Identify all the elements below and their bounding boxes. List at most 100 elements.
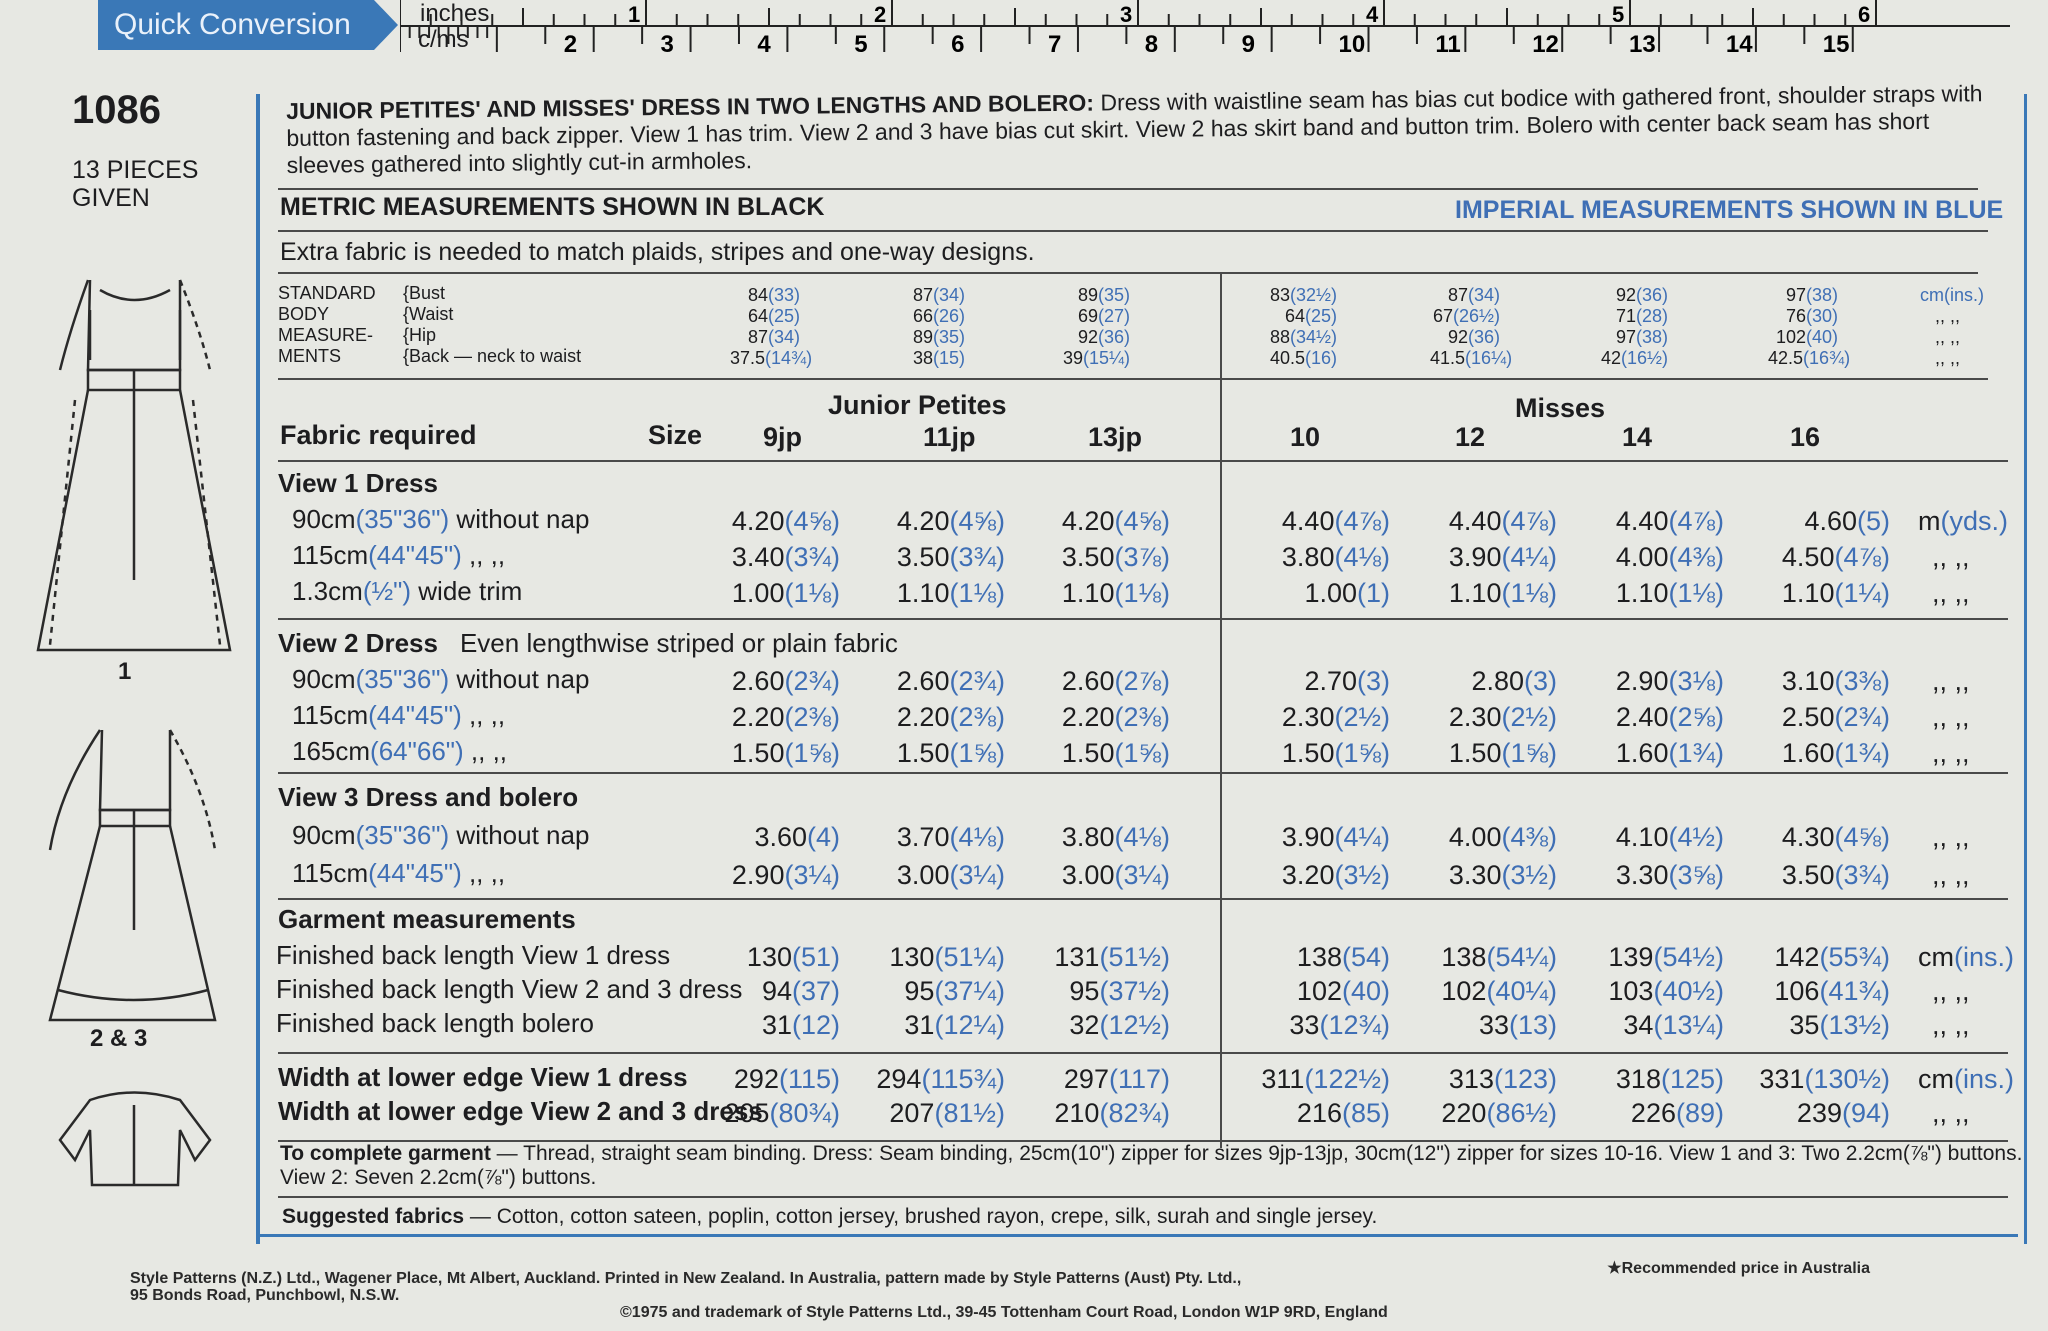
bm-value: 89(35) [1077,285,1130,305]
bm-ditto: ,, ,, [1935,306,1961,326]
bm-value: 42(16½) [1600,348,1668,368]
value-cell: 2.80(3) [1471,666,1557,696]
value-cell: 2.20(2⅜) [731,702,840,732]
value-cell: 1.10(1⅛) [1615,578,1724,608]
row-label: 90cm(35"36") without nap [292,504,590,534]
ruler-cm-number: 2 [564,31,577,58]
value-cell: 32(12½) [1069,1010,1170,1040]
value-cell: 3.70(4⅛) [896,822,1005,852]
value-cell: 2.60(2⅞) [1061,666,1170,696]
value-cell: 3.50(3⅞) [1061,542,1170,572]
value-cell: 311(122½) [1261,1064,1390,1094]
ruler-cm-number: 12 [1532,31,1559,58]
standard-body-measurements: STANDARD {Bust BODY {Waist MEASURE- {Hip ME… [278,283,582,367]
value-cell: 1.10(1¼) [1781,578,1890,608]
value-cell: 226(89) [1630,1098,1724,1128]
value-cell: 294(115¾) [876,1064,1005,1094]
value-cell: 3.40(3¾) [731,542,840,572]
divider [278,898,2008,900]
bm-value: 38(15) [912,348,965,368]
ruler-cm-number: 13 [1629,31,1656,58]
row-label: 115cm(44"45") ,, ,, [292,540,506,570]
pattern-number: 1086 [72,88,161,132]
row-label: Width at lower edge View 1 dress [278,1062,688,1092]
size-header-cell: 16 [1790,422,1821,452]
bm-value: 64(25) [747,306,800,326]
value-cell: 2.30(2½) [1448,702,1557,732]
info-panel [256,94,2027,1244]
unit-cell: m(yds.) [1918,506,2008,536]
bm-label: STANDARD {Bust [278,283,446,303]
bm-value: 69(27) [1077,306,1130,326]
misses-header: Misses [1515,393,1606,423]
value-cell: 4.10(4½) [1615,822,1724,852]
divider [278,460,2008,462]
ruler-inch-number: 3 [1120,2,1132,27]
value-cell: 297(117) [1063,1064,1170,1094]
size-header-cell: 9jp [763,422,803,452]
bm-value: 102(40) [1775,327,1838,347]
unit-cell: ,, ,, [1932,738,1970,768]
unit-cell: ,, ,, [1932,822,1970,852]
value-cell: 3.80(4⅛) [1281,542,1390,572]
ruler-cm-number: 9 [1242,31,1255,58]
junior-petites-header: Junior Petites [828,390,1007,420]
ruler-inch-number: 5 [1612,2,1624,27]
value-cell: 3.50(3¾) [1781,860,1890,890]
bolero-sketch [58,1091,212,1187]
value-cell: 3.30(3⅝) [1615,860,1724,890]
panel-bottom-border [258,1234,2018,1237]
view-2-section-title: View 2 Dress Even lengthwise striped or p… [278,628,898,658]
value-cell: 1.50(1⅝) [1448,738,1557,768]
bm-value: 92(36) [1447,327,1500,347]
bm-ditto: ,, ,, [1935,348,1961,368]
size-header-cell: 11jp [923,422,976,452]
value-cell: 3.10(3⅜) [1781,666,1890,696]
value-cell: 2.60(2¾) [896,666,1005,696]
ruler-cm-number: 6 [951,31,964,58]
garment-measurements-title: Garment measurements [278,904,576,934]
ruler-inch-number: 6 [1858,2,1870,27]
value-cell: 1.10(1⅛) [1448,578,1557,608]
value-cell: 142(55¾) [1774,942,1890,972]
footer-price-note: ★Recommended price in Australia [1607,1260,1870,1277]
bm-value: 71(28) [1615,306,1668,326]
value-cell: 4.40(4⅞) [1448,506,1557,536]
unit-cell: ,, ,, [1932,666,1970,696]
value-cell: 31(12¼) [904,1010,1005,1040]
value-cell: 4.50(4⅞) [1781,542,1890,572]
size-header-cell: 10 [1290,422,1321,452]
bm-value: 42.5(16¾) [1768,348,1851,368]
value-cell: 139(54½) [1608,942,1724,972]
row-label: 115cm(44"45") ,, ,, [292,858,506,888]
bm-value: 66(26) [912,306,965,326]
bm-unit: cm(ins.) [1920,285,1984,305]
value-cell: 4.20(4⅝) [896,506,1005,536]
value-cell: 4.30(4⅝) [1781,822,1890,852]
value-cell: 3.20(3½) [1281,860,1390,890]
value-cell: 34(13¼) [1623,1010,1724,1040]
row-label: Width at lower edge View 2 and 3 dress [278,1096,763,1126]
divider [278,272,1978,274]
value-cell: 1.10(1⅛) [1061,578,1170,608]
bm-label: MENTS {Back — neck to waist [278,346,582,366]
view-1-section-title: View 1 Dress [278,468,438,498]
ruler-cm-number: 8 [1145,31,1158,58]
value-cell: 3.80(4⅛) [1061,822,1170,852]
divider [278,1052,2008,1054]
footer-copyright: ©1975 and trademark of Style Patterns Lt… [620,1304,1388,1321]
bm-value: 84(33) [747,285,800,305]
bm-value: 41.5(16¼) [1430,348,1513,368]
unit-cell: ,, ,, [1932,702,1970,732]
metric-note: METRIC MEASUREMENTS SHOWN IN BLACK [280,193,825,221]
value-cell: 4.00(4⅜) [1448,822,1557,852]
divider [278,772,2008,774]
quick-conversion-tab: Quick Conversion [98,0,398,50]
suggested-fabrics: Suggested fabrics — Cotton, cotton satee… [282,1205,1378,1228]
value-cell: 4.60(5) [1804,506,1890,536]
unit-cell: ,, ,, [1932,1098,1970,1128]
value-cell: 2.20(2⅜) [896,702,1005,732]
value-cell: 3.00(3¼) [896,860,1005,890]
value-cell: 239(94) [1796,1098,1890,1128]
value-cell: 4.40(4⅞) [1615,506,1724,536]
